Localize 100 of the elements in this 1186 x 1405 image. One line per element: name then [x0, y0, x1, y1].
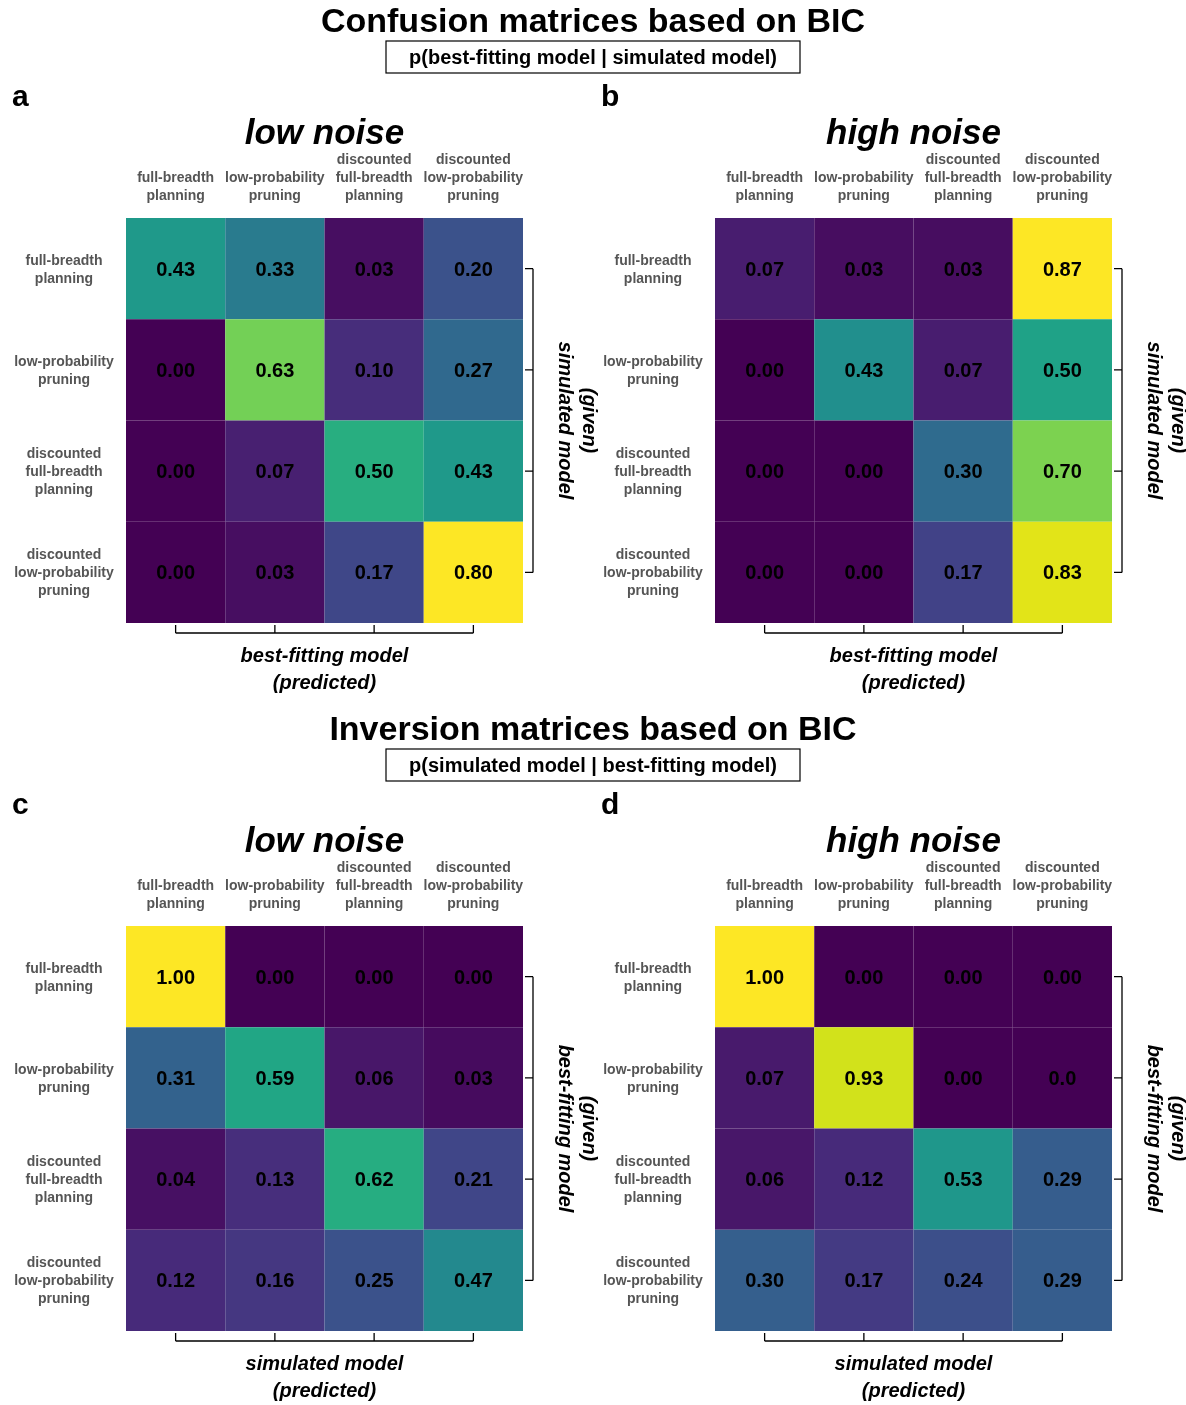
data-label: 0.06	[745, 1168, 785, 1191]
chart-title: high noise	[826, 112, 1001, 151]
y-tick-label: full-breadth planning	[25, 959, 103, 994]
x-tick-label: discounted full-breadth planning	[335, 151, 413, 203]
data-label: 0.06	[354, 1066, 394, 1089]
data-label: 0.00	[156, 561, 196, 584]
data-label: 0.00	[354, 965, 394, 988]
data-label: 0.24	[943, 1269, 984, 1292]
chart-title: low noise	[244, 112, 405, 151]
y-axis-title: (given) best-fitting model	[555, 1044, 601, 1213]
data-label: 0.13	[255, 1168, 295, 1191]
data-label: 0.10	[354, 358, 394, 381]
data-label: 0.12	[844, 1168, 884, 1191]
data-label: 0.04	[156, 1168, 196, 1191]
x-axis-title: simulated model (predicted)	[245, 1352, 404, 1401]
y-tick-label: discounted full-breadth planning	[614, 445, 692, 498]
data-label: 0.87	[1042, 257, 1082, 280]
chart-title: low noise	[244, 820, 405, 859]
x-tick-label: low-probability pruning	[225, 169, 325, 203]
text: Inversion matrices based on BIC	[329, 709, 857, 747]
data-label: 0.03	[255, 561, 295, 584]
data-label: 0.07	[745, 1066, 785, 1089]
x-tick-label: discounted low-probability pruning	[1012, 859, 1113, 911]
text: b	[601, 79, 620, 112]
data-label: 0.20	[453, 257, 493, 280]
data-label: 0.43	[844, 358, 884, 381]
x-tick-label: discounted low-probability pruning	[423, 859, 524, 911]
data-label: 0.83	[1042, 561, 1082, 584]
data-label: 0.43	[156, 257, 196, 280]
x-tick-label: low-probability pruning	[814, 877, 914, 911]
data-label: 0.27	[453, 358, 493, 381]
data-label: 0.62	[354, 1168, 394, 1191]
data-label: 1.00	[156, 965, 196, 988]
data-label: 0.25	[354, 1269, 394, 1292]
data-label: 0.03	[354, 257, 394, 280]
y-tick-label: discounted full-breadth planning	[25, 445, 103, 498]
data-label: 0.03	[943, 257, 983, 280]
y-tick-label: discounted low-probability pruning	[603, 546, 703, 599]
data-label: 0.00	[844, 561, 884, 584]
data-label: 0.59	[255, 1066, 295, 1089]
data-label: 0.00	[745, 561, 785, 584]
data-label: 0.00	[943, 965, 983, 988]
data-label: 0.31	[156, 1066, 196, 1089]
x-tick-label: full-breadth planning	[137, 169, 215, 203]
data-label: 0.93	[844, 1066, 884, 1089]
text: d	[601, 787, 620, 820]
data-label: 0.63	[255, 358, 295, 381]
data-label: 0.07	[255, 460, 295, 483]
text: a	[12, 79, 29, 112]
y-tick-label: discounted full-breadth planning	[25, 1153, 103, 1206]
data-label: 0.70	[1042, 460, 1082, 483]
chart-title: high noise	[826, 820, 1001, 859]
y-tick-label: discounted full-breadth planning	[614, 1153, 692, 1206]
x-tick-label: discounted low-probability pruning	[1012, 151, 1113, 203]
data-label: 0.50	[1042, 358, 1082, 381]
data-label: 0.00	[255, 965, 295, 988]
data-label: 0.00	[745, 460, 785, 483]
y-tick-label: full-breadth planning	[614, 251, 692, 286]
data-label: 0.47	[453, 1269, 493, 1292]
y-tick-label: discounted low-probability pruning	[14, 546, 114, 599]
data-label: 0.07	[943, 358, 983, 381]
data-label: 0.33	[255, 257, 295, 280]
data-label: 0.53	[943, 1168, 983, 1191]
text: Confusion matrices based on BIC	[320, 1, 866, 39]
data-label: 0.00	[745, 358, 785, 381]
data-label: 0.50	[354, 460, 394, 483]
data-label: 0.00	[844, 460, 884, 483]
data-label: 0.00	[156, 358, 196, 381]
y-axis-title: (given) best-fitting model	[1144, 1044, 1186, 1213]
x-tick-label: discounted full-breadth planning	[924, 859, 1002, 911]
x-tick-label: discounted low-probability pruning	[423, 151, 524, 203]
data-label: 0.00	[156, 460, 196, 483]
data-label: 1.00	[745, 965, 785, 988]
data-label: 0.16	[255, 1269, 295, 1292]
x-tick-label: low-probability pruning	[225, 877, 325, 911]
data-label: 0.17	[943, 561, 983, 584]
data-label: 0.00	[453, 965, 493, 988]
x-tick-label: discounted full-breadth planning	[924, 151, 1002, 203]
y-tick-label: discounted low-probability pruning	[14, 1254, 114, 1307]
data-label: 0.00	[844, 965, 884, 988]
data-label: 0.03	[844, 257, 884, 280]
data-label: 0.03	[453, 1066, 493, 1089]
data-label: 0.21	[453, 1168, 493, 1191]
data-label: 0.0	[1048, 1066, 1077, 1089]
x-tick-label: low-probability pruning	[814, 169, 914, 203]
data-label: 0.29	[1042, 1168, 1082, 1191]
y-tick-label: low-probability pruning	[603, 1060, 703, 1095]
data-label: 0.00	[943, 1066, 983, 1089]
y-tick-label: full-breadth planning	[614, 959, 692, 994]
data-label: 0.30	[943, 460, 983, 483]
y-axis-title: (given) simulated model	[1144, 341, 1186, 500]
text: p(simulated model | best-fitting model)	[409, 754, 777, 776]
data-label: 0.12	[156, 1269, 196, 1292]
text: c	[12, 787, 29, 820]
data-label: 0.80	[453, 561, 493, 584]
data-label: 0.00	[1042, 965, 1082, 988]
data-label: 0.29	[1042, 1269, 1082, 1292]
data-label: 0.43	[453, 460, 493, 483]
x-tick-label: discounted full-breadth planning	[335, 859, 413, 911]
data-label: 0.07	[745, 257, 785, 280]
